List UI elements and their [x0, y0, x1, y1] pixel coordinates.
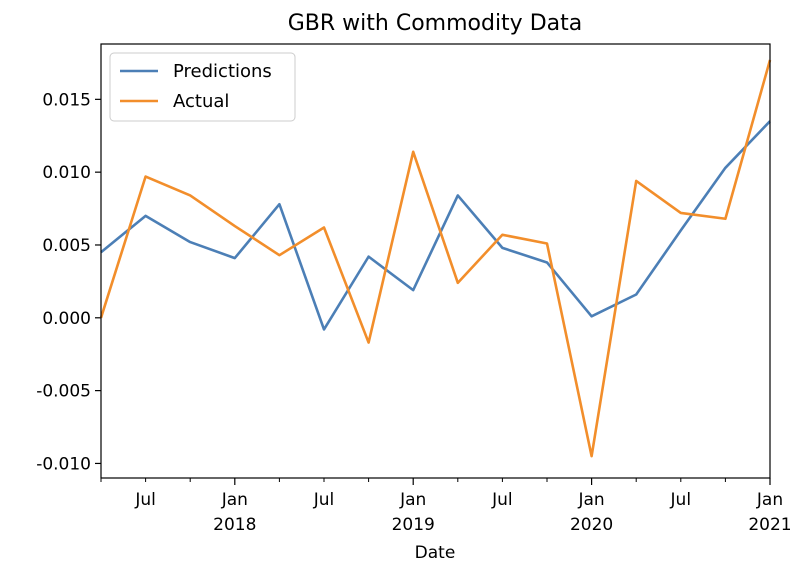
legend: Predictions Actual	[109, 52, 296, 122]
x-tick-label-month: Jan	[221, 490, 248, 510]
x-tick-label-month: Jul	[134, 490, 156, 510]
y-tick-label: -0.010	[36, 454, 91, 474]
x-tick-label-year: 2020	[570, 515, 613, 535]
y-tick-label: 0.010	[42, 163, 91, 183]
y-tick-label: -0.005	[36, 382, 91, 402]
series-line-predictions	[100, 120, 771, 331]
x-tick-label-year: 2019	[392, 515, 435, 535]
series-line-actual	[99, 59, 772, 458]
plot-frame	[100, 43, 771, 479]
x-tick-label-month: Jul	[670, 490, 692, 510]
chart-title: GBR with Commodity Data	[288, 11, 582, 36]
axes: 0.015 0.010 0.005 0.000 -0.005 -0.010 Jan 2018 J…	[36, 90, 791, 535]
x-tick-label-month: Jan	[399, 490, 426, 510]
y-tick-label: 0.000	[42, 309, 91, 329]
x-tick-label-year: 2021	[748, 515, 791, 535]
series-lines	[99, 59, 772, 458]
x-tick-label-year: 2018	[213, 515, 256, 535]
x-tick-label-month: Jul	[491, 490, 513, 510]
legend-label: Actual	[173, 91, 229, 112]
y-tick-label: 0.015	[42, 90, 91, 110]
y-tick-label: 0.005	[42, 236, 91, 256]
legend-label: Predictions	[173, 61, 272, 82]
x-tick-label-month: Jul	[313, 490, 335, 510]
x-axis-label: Date	[415, 543, 456, 563]
x-tick-label-month: Jan	[756, 490, 783, 510]
x-tick-label-month: Jan	[577, 490, 604, 510]
